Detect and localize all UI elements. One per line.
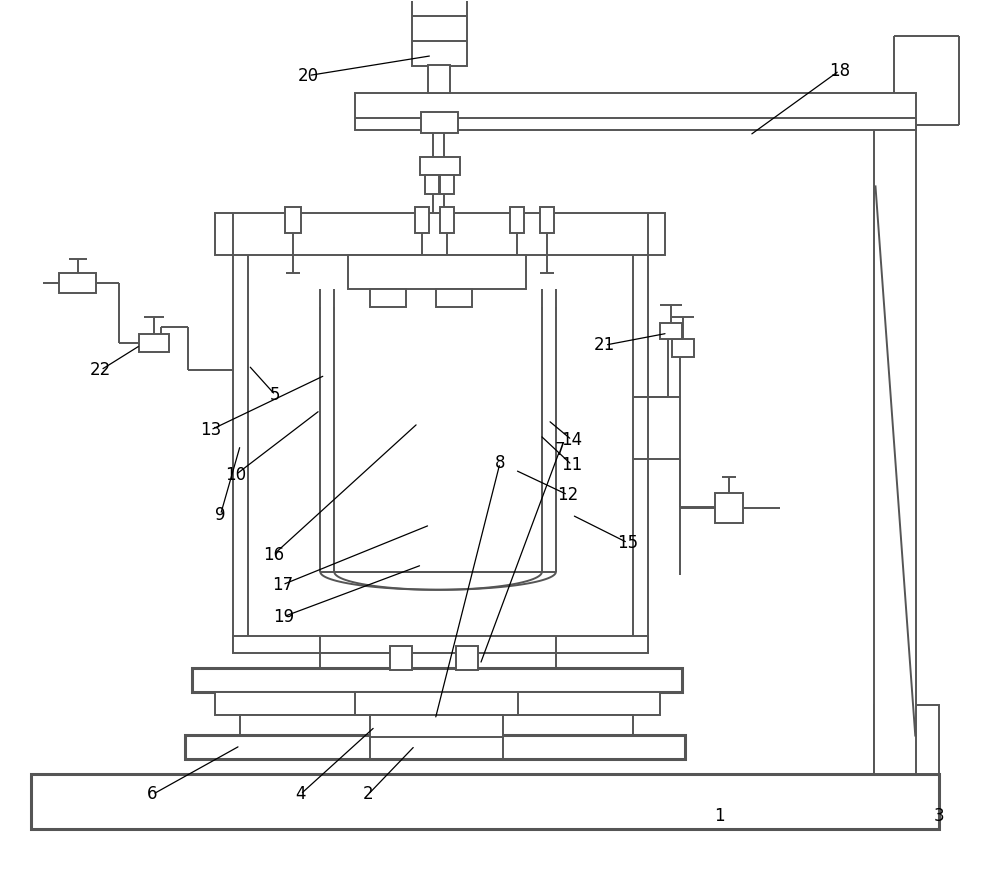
Text: 16: 16	[263, 546, 284, 564]
Text: 1: 1	[714, 807, 725, 826]
Bar	[348, 255, 526, 289]
Bar	[185, 735, 685, 758]
Text: 14: 14	[561, 431, 582, 449]
Text: 3: 3	[934, 807, 945, 826]
Bar	[436, 289, 472, 307]
Bar	[390, 646, 412, 670]
Bar	[355, 691, 518, 714]
Bar	[428, 65, 450, 93]
Bar	[456, 646, 478, 670]
Bar	[240, 714, 633, 736]
Text: 21: 21	[594, 336, 615, 354]
Text: 11: 11	[561, 456, 583, 474]
Bar	[415, 207, 429, 234]
Bar	[215, 213, 665, 255]
Bar	[412, 0, 467, 65]
Text: 5: 5	[270, 386, 281, 404]
Bar	[370, 289, 406, 307]
Bar	[440, 207, 454, 234]
Bar	[370, 714, 503, 736]
Bar	[425, 175, 439, 195]
Bar	[139, 335, 169, 352]
Bar	[59, 273, 96, 293]
Text: 2: 2	[363, 786, 374, 804]
Text: 10: 10	[225, 466, 246, 484]
Bar	[285, 207, 301, 234]
Bar	[420, 158, 460, 175]
Bar	[320, 652, 556, 670]
Text: 8: 8	[495, 454, 505, 472]
Bar	[355, 93, 916, 130]
Bar	[192, 667, 682, 691]
Text: 13: 13	[200, 421, 221, 439]
Bar	[672, 339, 694, 358]
Bar	[510, 207, 524, 234]
Text: 22: 22	[90, 361, 111, 379]
Text: 19: 19	[273, 608, 294, 626]
Text: 6: 6	[147, 786, 158, 804]
Bar	[540, 207, 554, 234]
Bar	[233, 635, 648, 652]
Bar	[440, 175, 454, 195]
Text: 18: 18	[829, 62, 850, 80]
Bar	[715, 493, 743, 523]
Bar	[421, 112, 458, 134]
Text: 9: 9	[215, 506, 226, 524]
Bar	[215, 691, 660, 714]
Bar	[874, 126, 916, 774]
Text: 20: 20	[298, 66, 319, 85]
Text: 17: 17	[272, 576, 293, 594]
Bar	[31, 774, 939, 829]
Text: 4: 4	[295, 786, 306, 804]
Bar	[660, 323, 682, 339]
Text: 12: 12	[557, 486, 579, 504]
Bar	[874, 704, 939, 774]
Text: 15: 15	[617, 534, 638, 552]
Text: 7: 7	[555, 441, 565, 459]
